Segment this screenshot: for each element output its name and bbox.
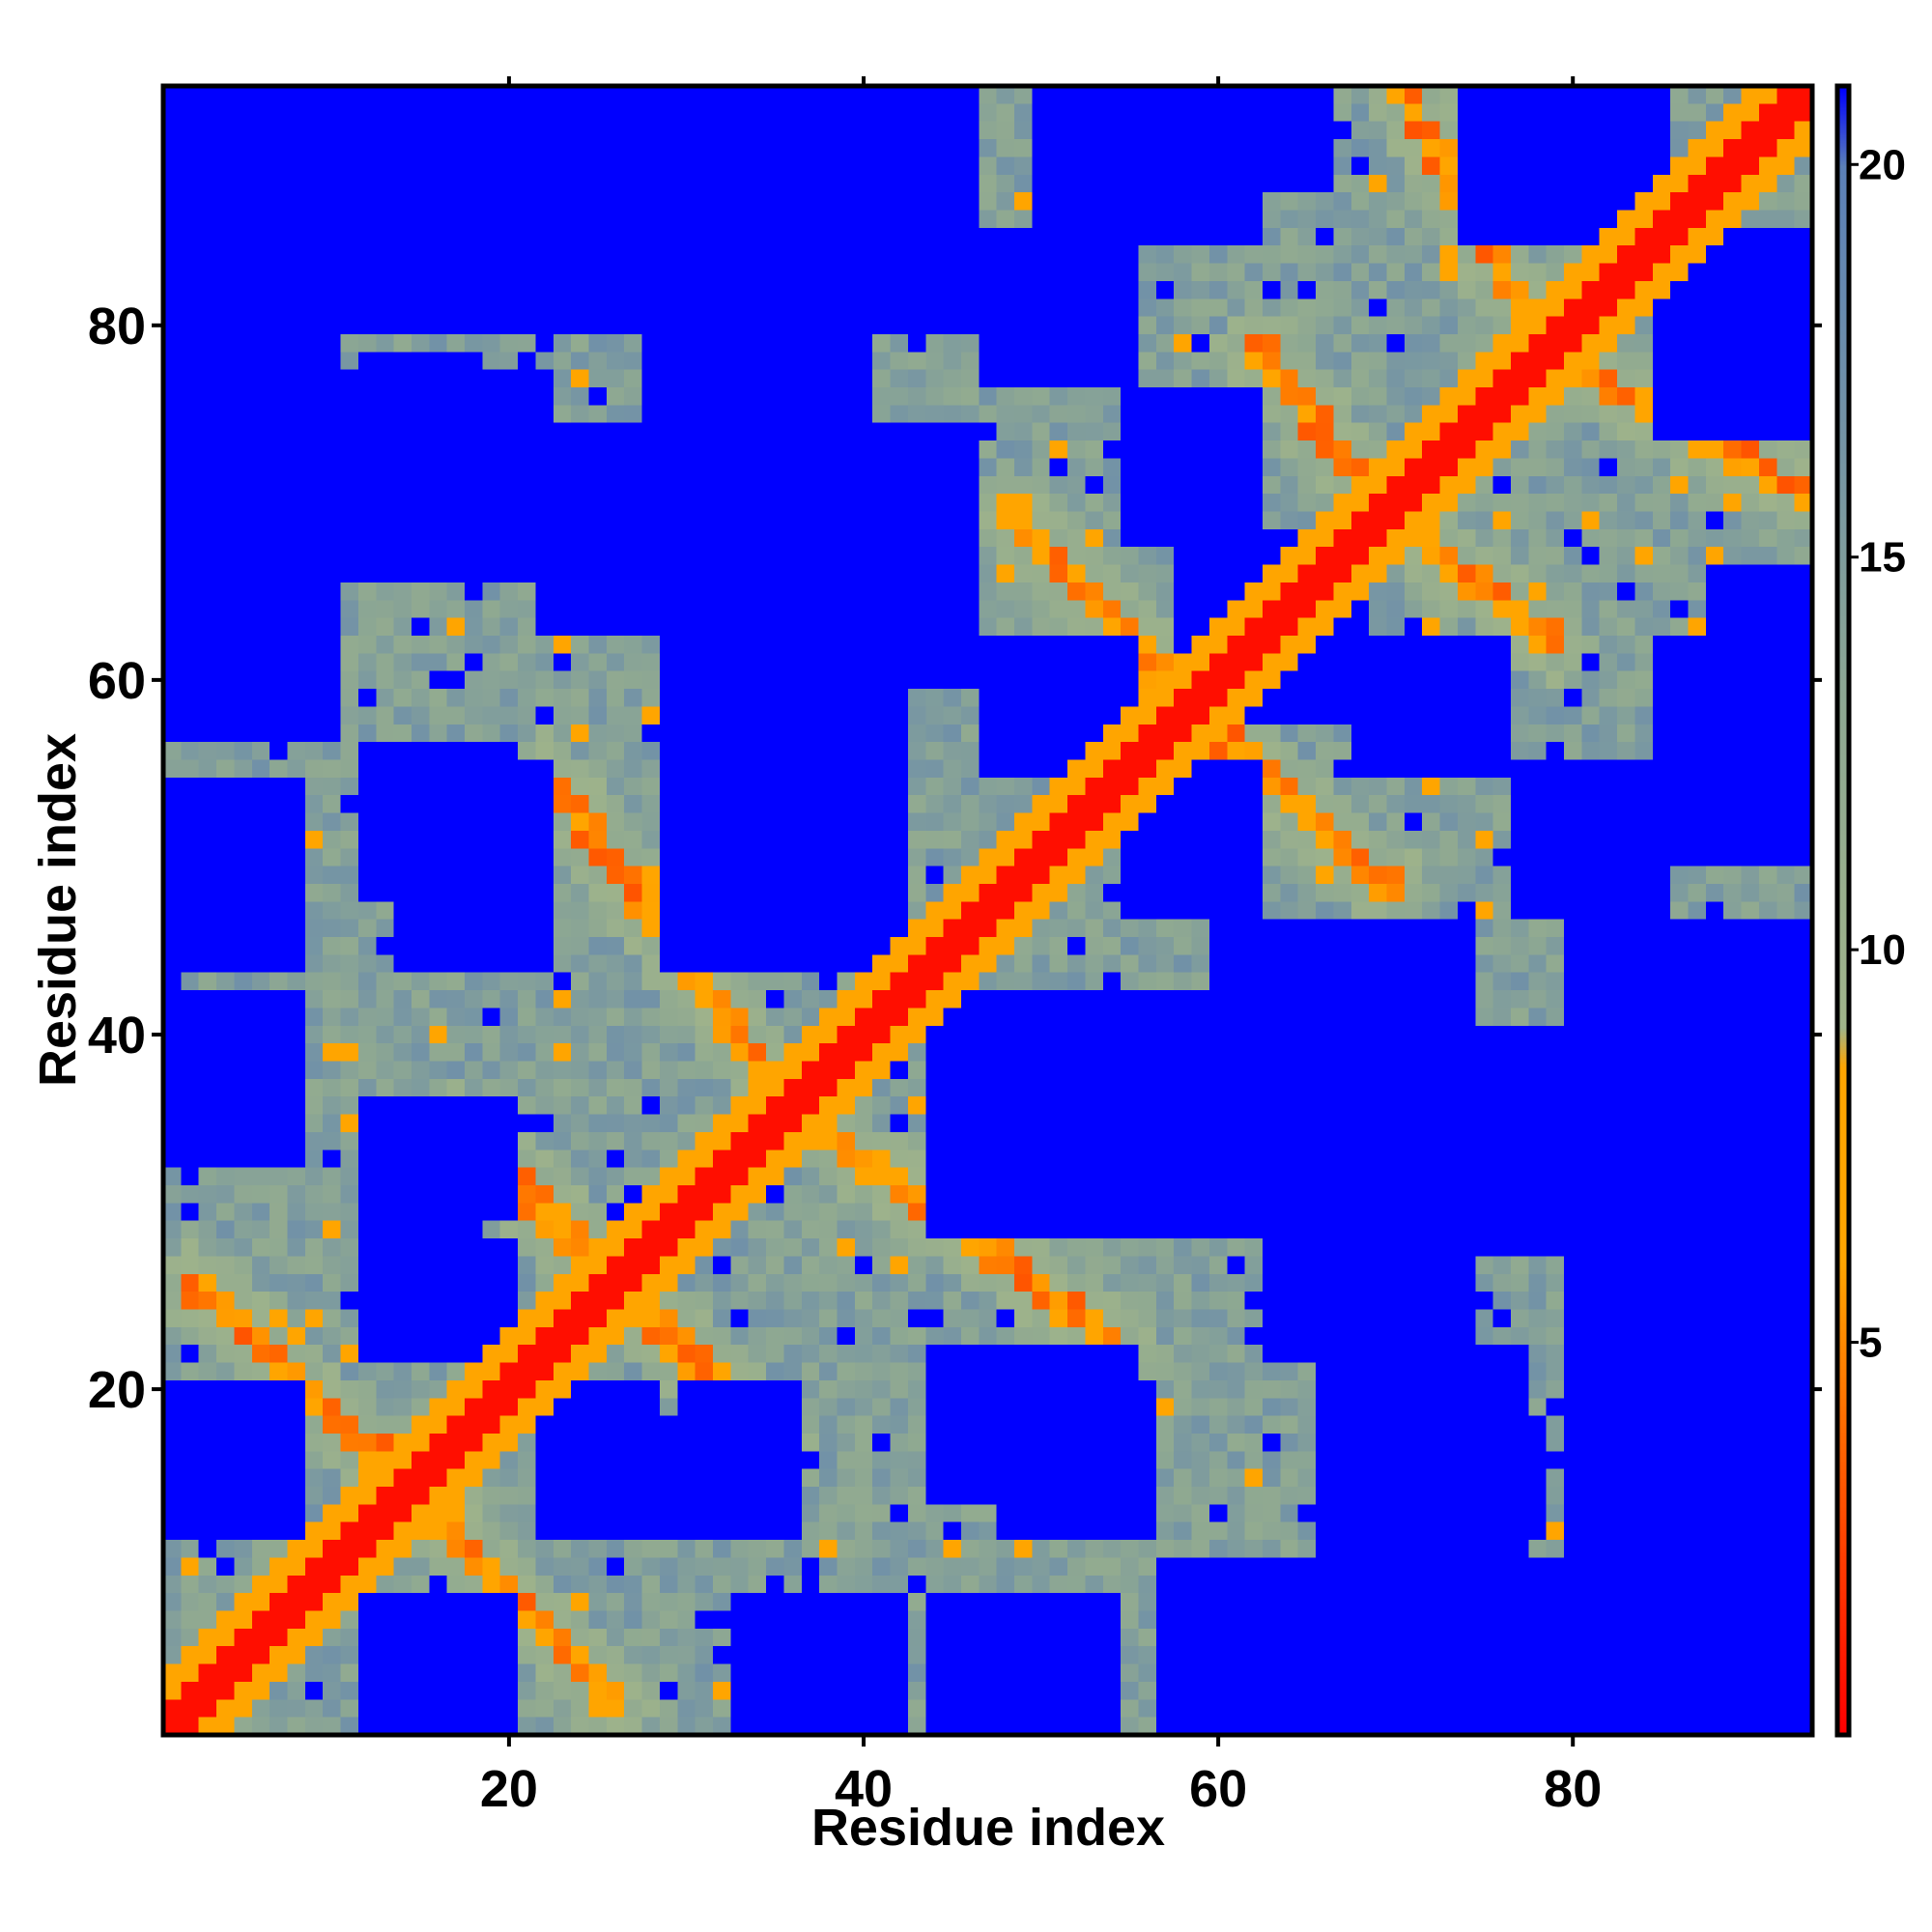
colorbar-ticks: 5 10 15 20 [1849,141,1906,1367]
colorbar-gradient [1837,86,1849,1735]
colorbar-tick-label: 5 [1859,1320,1882,1367]
y-tick-label: 20 [88,1361,146,1419]
y-tick-label: 40 [88,1007,146,1065]
y-axis-ticks: 20 40 60 80 [88,298,1822,1419]
x-axis-title: Residue index [811,1799,1165,1857]
plot-frame [160,83,1815,1738]
colorbar-tick-label: 10 [1859,926,1906,974]
x-axis-ticks: 20 40 60 80 [480,76,1602,1818]
x-tick-label: 80 [1544,1760,1602,1818]
x-tick-label: 20 [480,1760,538,1818]
y-tick-label: 80 [88,298,146,355]
colorbar-frame [1834,83,1852,1738]
x-tick-label: 60 [1189,1760,1247,1818]
x-tick-label: 40 [835,1760,893,1818]
colorbar-tick-label: 15 [1859,534,1906,582]
colorbar-tick-label: 20 [1859,141,1906,188]
y-tick-label: 60 [88,652,146,710]
heatmap-cells [163,86,1812,1735]
y-axis-title: Residue index [29,733,87,1087]
